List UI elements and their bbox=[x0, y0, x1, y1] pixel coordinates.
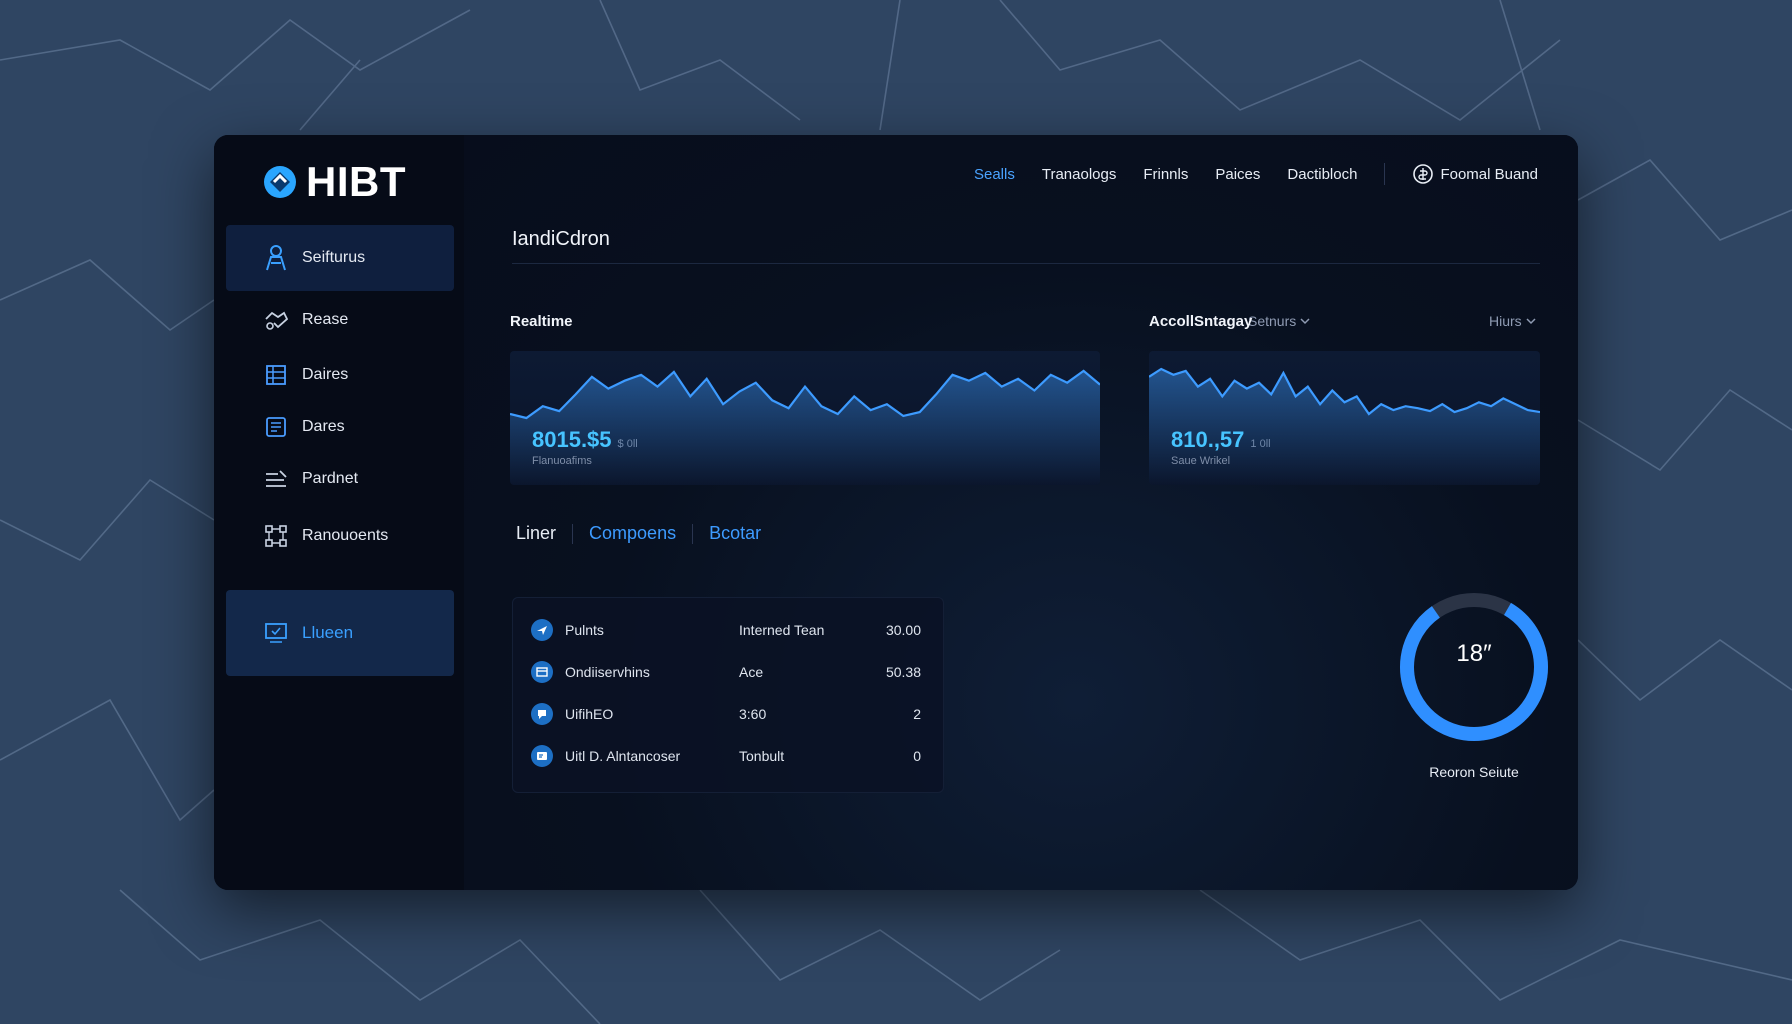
chart-realtime-plot bbox=[510, 369, 1100, 485]
chart-realtime-title: Realtime bbox=[510, 313, 573, 330]
row-detail: Tonbult bbox=[739, 748, 785, 764]
sidebar-item-pardnet[interactable]: Pardnet bbox=[226, 457, 454, 501]
plane-icon bbox=[531, 619, 553, 641]
sidebar: HIBT Seifturus Rease Daires Dares bbox=[214, 135, 464, 890]
tab-divider bbox=[692, 523, 694, 544]
sidebar-item-daires[interactable]: Daires bbox=[226, 353, 454, 397]
app-window: HIBT Seifturus Rease Daires Dares bbox=[214, 135, 1578, 890]
chart-area bbox=[510, 370, 1100, 485]
monitor-icon bbox=[264, 621, 288, 645]
chart-realtime: 8015.$5 $ 0ll Flanuoafims bbox=[510, 351, 1100, 485]
server-icon bbox=[264, 363, 288, 387]
chart-line bbox=[1149, 367, 1540, 416]
chevron-down-icon bbox=[1300, 318, 1310, 325]
nav-frinnls[interactable]: Frinnls bbox=[1143, 165, 1189, 183]
row-name: Ondiiservhins bbox=[565, 664, 650, 680]
nav-paices[interactable]: Paices bbox=[1215, 165, 1261, 183]
selector-label: Setnurs bbox=[1248, 313, 1297, 329]
chart-accoll-title: AccollSntagay bbox=[1149, 313, 1253, 330]
chart-line bbox=[510, 369, 1100, 420]
sidebar-item-llueen[interactable]: Llueen bbox=[226, 590, 454, 676]
sidebar-item-label: Rease bbox=[302, 311, 349, 328]
sidebar-item-label: Ranouoents bbox=[302, 527, 389, 544]
row-name: UifihEO bbox=[565, 706, 614, 722]
row-detail: 3:60 bbox=[739, 706, 767, 722]
gauge-arc bbox=[1400, 593, 1548, 742]
table-row[interactable]: Ondiiservhins Ace 50.38 bbox=[513, 652, 943, 692]
row-detail: Interned Tean bbox=[739, 622, 825, 638]
nav-dactibloch[interactable]: Dactibloch bbox=[1287, 165, 1358, 183]
chart-accoll: 810.,57 1 0ll Saue Wrikel bbox=[1149, 351, 1540, 485]
sidebar-item-ranouoents[interactable]: Ranouoents bbox=[226, 514, 454, 558]
main-content: Sealls Tranaologs Frinnls Paices Dactibl… bbox=[464, 135, 1578, 890]
brand-name: HIBT bbox=[306, 158, 406, 205]
sidebar-item-dares[interactable]: Dares bbox=[226, 405, 454, 449]
sidebar-item-label: Daires bbox=[302, 366, 349, 383]
row-value: 50.38 bbox=[885, 664, 921, 680]
gauge-label: Reoron Seiute bbox=[1429, 764, 1519, 780]
account-label: Foomal Buand bbox=[1440, 165, 1538, 183]
chart-accoll-plot bbox=[1149, 367, 1540, 485]
row-detail: Ace bbox=[739, 664, 764, 680]
sidebar-item-seifturus[interactable]: Seifturus bbox=[226, 225, 454, 291]
tab-divider bbox=[572, 523, 574, 544]
tab-compoens[interactable]: Compoens bbox=[589, 523, 677, 543]
handshake-icon bbox=[264, 308, 288, 332]
card-icon bbox=[531, 661, 553, 683]
nav-sealls[interactable]: Sealls bbox=[973, 165, 1015, 183]
list-icon bbox=[264, 415, 288, 439]
chart-area bbox=[1149, 369, 1540, 485]
brand-logo[interactable]: HIBT bbox=[262, 157, 406, 207]
sidebar-item-rease[interactable]: Rease bbox=[226, 298, 454, 342]
selector-label: Hiurs bbox=[1489, 313, 1522, 329]
chart-accoll-selector[interactable]: Hiurs bbox=[1489, 313, 1536, 329]
coin-icon bbox=[1413, 164, 1434, 184]
tab-bcotar[interactable]: Bcotar bbox=[709, 523, 762, 543]
chart-realtime-selector[interactable]: Setnurs bbox=[1248, 313, 1310, 329]
sidebar-item-label: Llueen bbox=[302, 623, 354, 642]
nav-tranaologs[interactable]: Tranaologs bbox=[1041, 165, 1117, 183]
id-icon bbox=[531, 745, 553, 767]
chart-accoll-caption: Saue Wrikel bbox=[1171, 455, 1231, 467]
title-divider bbox=[512, 263, 1540, 264]
table-row[interactable]: UifihEO 3:60 2 bbox=[513, 694, 943, 734]
row-value: 2 bbox=[913, 706, 921, 722]
chart-realtime-caption: Flanuoafims bbox=[532, 455, 592, 467]
person-icon bbox=[264, 245, 288, 271]
table-row[interactable]: Pulnts Interned Tean 30.00 bbox=[513, 610, 943, 650]
row-value: 0 bbox=[913, 748, 921, 764]
chevron-down-icon bbox=[1526, 318, 1536, 325]
page-title: IandiCdron bbox=[512, 228, 610, 250]
gauge-value: 18″ bbox=[1456, 640, 1492, 667]
row-value: 30.00 bbox=[885, 622, 921, 638]
chart-accoll-value: 810.,57 1 0ll bbox=[1171, 427, 1271, 452]
nav-divider bbox=[1384, 163, 1386, 185]
account-button[interactable]: Foomal Buand bbox=[1412, 163, 1538, 185]
sidebar-item-label: Pardnet bbox=[302, 470, 359, 487]
row-name: Uitl D. Alntancoser bbox=[565, 748, 681, 764]
chat-icon bbox=[531, 703, 553, 725]
row-name: Pulnts bbox=[565, 622, 604, 638]
network-icon bbox=[264, 524, 288, 548]
logo-icon bbox=[264, 166, 296, 198]
gauge bbox=[1400, 593, 1548, 742]
tab-liner[interactable]: Liner bbox=[516, 523, 557, 543]
table-row[interactable]: Uitl D. Alntancoser Tonbult 0 bbox=[513, 736, 943, 776]
sidebar-item-label: Seifturus bbox=[302, 249, 366, 266]
tab-bar: Liner Compoens Bcotar bbox=[516, 523, 777, 544]
data-table: Pulnts Interned Tean 30.00 Ondiiservhins… bbox=[512, 597, 944, 793]
tools-icon bbox=[264, 467, 288, 491]
top-navigation: Sealls Tranaologs Frinnls Paices Dactibl… bbox=[974, 163, 1538, 185]
sidebar-item-label: Dares bbox=[302, 418, 345, 435]
chart-realtime-value: 8015.$5 $ 0ll bbox=[532, 427, 638, 452]
